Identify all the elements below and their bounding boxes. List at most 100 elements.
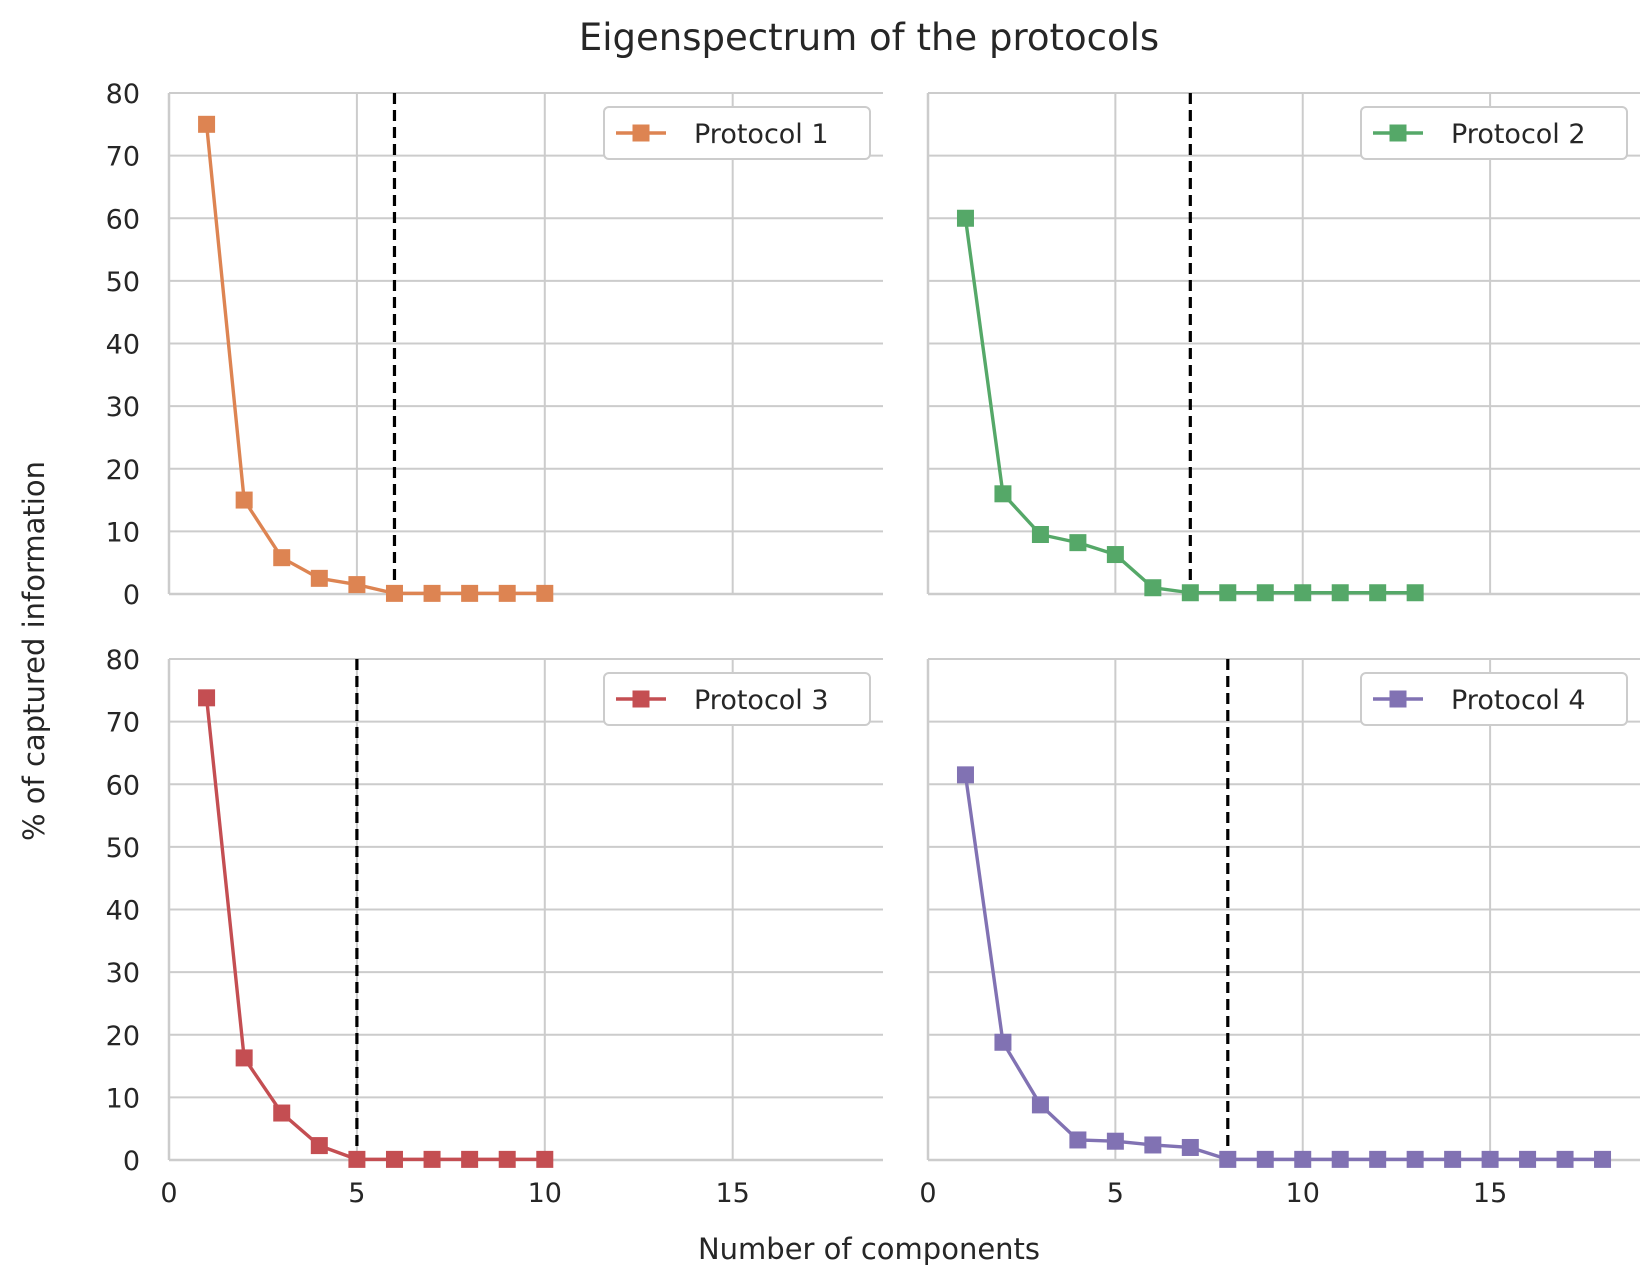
y-tick-label: 0 (123, 1146, 140, 1177)
legend-marker (632, 124, 650, 142)
x-tick-label: 5 (1107, 1178, 1124, 1209)
y-tick-label: 30 (106, 958, 140, 989)
y-axis-label: % of captured information (17, 461, 51, 841)
subplot-2: Protocol 2 (926, 92, 1640, 602)
data-point (536, 1150, 554, 1168)
x-axis-label: Number of components (698, 1232, 1040, 1266)
data-point (956, 209, 974, 227)
legend-label: Protocol 4 (1451, 685, 1586, 716)
y-tick-label: 70 (106, 708, 140, 739)
data-point (994, 1033, 1012, 1051)
legend-box (603, 672, 871, 726)
y-tick-label: 70 (106, 142, 140, 173)
subplot-4: 0 5 10 15 Protocol 4 (919, 658, 1640, 1209)
data-point (1219, 1150, 1237, 1168)
data-point (994, 485, 1012, 503)
data-point (198, 689, 216, 707)
data-point (1144, 1136, 1162, 1154)
data-point (423, 584, 441, 602)
legend-label: Protocol 2 (1451, 119, 1586, 150)
data-point (423, 1150, 441, 1168)
data-point (198, 115, 216, 133)
data-point (461, 1150, 479, 1168)
data-point (1181, 1138, 1199, 1156)
y-tick-label: 80 (106, 79, 140, 110)
data-point (1294, 1150, 1312, 1168)
x-tick-label: 15 (716, 1178, 750, 1209)
y-tick-label: 60 (106, 770, 140, 801)
series-line (204, 697, 545, 1162)
y-tick-label: 40 (106, 896, 140, 927)
legend-box (1360, 106, 1628, 160)
y-tick-label: 20 (106, 455, 140, 486)
data-point (1369, 584, 1387, 602)
data-point (1519, 1150, 1537, 1168)
data-point (1256, 584, 1274, 602)
y-tick-label: 80 (106, 645, 140, 676)
data-point (1331, 1150, 1349, 1168)
data-point (1181, 584, 1199, 602)
subplot-3: 0 10 20 30 40 50 60 70 80 0 5 10 15 Protocol 3 (106, 645, 883, 1209)
y-tick-label: 10 (106, 517, 140, 548)
y-tick-label: 40 (106, 330, 140, 361)
data-point (273, 549, 291, 567)
series-line (204, 124, 545, 596)
data-point (1594, 1150, 1612, 1168)
data-point (1069, 534, 1087, 552)
y-tick-label: 20 (106, 1021, 140, 1052)
data-point (1444, 1150, 1462, 1168)
legend-label: Protocol 1 (694, 119, 829, 150)
data-point (1256, 1150, 1274, 1168)
data-point (348, 1150, 366, 1168)
data-point (235, 1049, 253, 1067)
x-tick-label: 10 (528, 1178, 562, 1209)
x-tick-label: 10 (1286, 1178, 1320, 1209)
legend-marker (632, 690, 650, 708)
data-point (385, 1150, 403, 1168)
legend-marker (1389, 690, 1407, 708)
data-point (235, 491, 253, 509)
data-point (310, 1137, 328, 1155)
legend-marker (1389, 124, 1407, 142)
data-point (1481, 1150, 1499, 1168)
x-tick-label: 0 (919, 1178, 936, 1209)
data-point (385, 584, 403, 602)
legend-box (1360, 672, 1628, 726)
x-tick-label: 15 (1473, 1178, 1507, 1209)
subplot-1: 0 10 20 30 40 50 60 70 80 Protocol 1 (106, 79, 883, 611)
y-tick-label: 50 (106, 267, 140, 298)
data-point (1069, 1131, 1087, 1149)
chart-title: Eigenspectrum of the protocols (579, 16, 1159, 59)
data-point (1106, 546, 1124, 564)
legend-box (603, 106, 871, 160)
data-point (310, 569, 328, 587)
series-line (963, 774, 1603, 1162)
data-point (461, 584, 479, 602)
data-point (1556, 1150, 1574, 1168)
data-point (1144, 579, 1162, 597)
data-point (498, 584, 516, 602)
y-tick-label: 60 (106, 204, 140, 235)
data-point (956, 766, 974, 784)
data-point (1031, 1096, 1049, 1114)
y-tick-label: 0 (123, 580, 140, 611)
data-point (1369, 1150, 1387, 1168)
data-point (348, 576, 366, 594)
x-tick-label: 0 (160, 1178, 177, 1209)
data-point (536, 584, 554, 602)
data-point (1219, 584, 1237, 602)
data-point (1106, 1132, 1124, 1150)
y-tick-label: 10 (106, 1083, 140, 1114)
data-point (1031, 526, 1049, 544)
data-point (1406, 584, 1424, 602)
data-point (273, 1104, 291, 1122)
legend-label: Protocol 3 (694, 685, 829, 716)
y-tick-label: 50 (106, 833, 140, 864)
data-point (1406, 1150, 1424, 1168)
data-point (1331, 584, 1349, 602)
data-point (498, 1150, 516, 1168)
data-point (1294, 584, 1312, 602)
x-tick-label: 5 (348, 1178, 365, 1209)
